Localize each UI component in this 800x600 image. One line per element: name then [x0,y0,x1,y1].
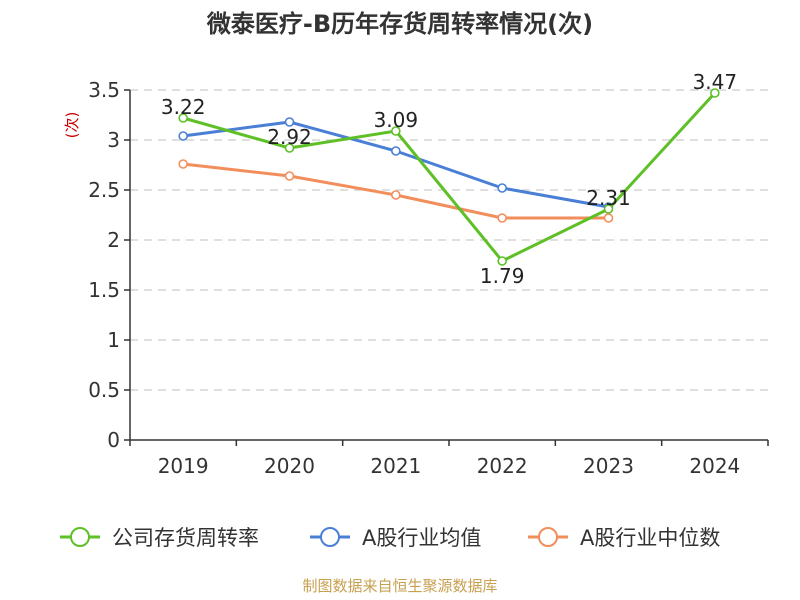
data-point [497,183,507,193]
x-tick-label: 2020 [264,454,315,478]
legend-swatch-marker [70,527,90,547]
y-tick-label: 3 [107,128,120,152]
x-tick-label: 2023 [583,454,634,478]
y-tick-label: 0 [107,428,120,452]
y-tick-label: 2.5 [88,178,120,202]
data-label: 2.92 [267,125,312,149]
series-layer [178,88,720,266]
x-tick-label: 2024 [689,454,740,478]
legend: 公司存货周转率 A股行业均值 A股行业中位数 [60,526,720,550]
legend-label: A股行业中位数 [580,526,720,550]
legend-item: A股行业中位数 [528,526,720,550]
data-point [284,117,295,127]
data-point [178,159,188,169]
source-note: 制图数据来自恒生聚源数据库 [302,577,497,595]
legend-label: A股行业均值 [362,526,481,550]
data-point [497,213,507,223]
data-label: 3.09 [374,108,419,132]
data-point [391,190,401,200]
legend-item: 公司存货周转率 [60,526,259,550]
data-point [178,131,188,141]
data-point [710,88,720,98]
y-tick-label: 3.5 [88,78,120,102]
y-tick-label: 1.5 [88,278,120,302]
data-point [603,204,614,214]
legend-item: A股行业均值 [310,526,481,550]
data-label: 3.22 [161,95,206,119]
data-point [284,143,295,153]
data-point [178,113,188,123]
x-tick-label: 2022 [477,454,528,478]
x-tick-label: 2021 [370,454,421,478]
chart-title: 微泰医疗-B历年存货周转率情况(次) [206,10,593,38]
data-label: 3.47 [693,70,738,94]
data-point [497,256,507,266]
data-labels: 3.22 2.92 3.09 1.79 2.31 3.47 [161,70,737,288]
y-axis-label: (次) [63,112,81,139]
data-point [603,213,614,223]
y-tick-label: 0.5 [88,378,120,402]
data-point [391,146,401,156]
legend-swatch-marker [320,527,340,547]
data-point [391,126,401,136]
y-tick-label: 1 [107,328,120,352]
legend-label: 公司存货周转率 [112,526,259,550]
data-label: 2.31 [586,186,631,210]
legend-swatch-marker [538,527,558,547]
y-tick-label: 2 [107,228,120,252]
data-label: 1.79 [480,264,525,288]
series-line-0 [182,91,716,263]
x-tick-label: 2019 [158,454,209,478]
axes: 0 0.5 1 1.5 2 2.5 3 3.5 2019 2020 2021 2022 2023 2024 [88,78,769,478]
data-point [284,171,295,181]
grid-lines [130,89,768,391]
